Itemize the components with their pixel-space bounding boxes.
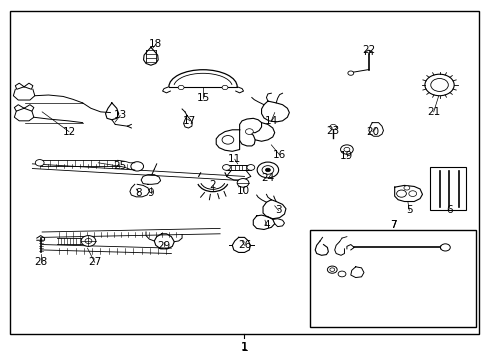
Text: 4: 4 <box>263 220 269 230</box>
Circle shape <box>408 191 416 197</box>
Circle shape <box>337 271 345 277</box>
Text: 21: 21 <box>426 107 439 117</box>
Text: 7: 7 <box>389 220 396 230</box>
Text: 14: 14 <box>264 116 277 126</box>
Circle shape <box>245 129 253 134</box>
Circle shape <box>222 85 227 90</box>
Text: 9: 9 <box>147 188 154 198</box>
Text: 18: 18 <box>149 39 162 49</box>
Circle shape <box>329 125 336 130</box>
Circle shape <box>343 147 349 152</box>
Text: 23: 23 <box>326 126 339 135</box>
Text: 6: 6 <box>445 206 452 216</box>
Text: 26: 26 <box>237 240 251 250</box>
Text: 8: 8 <box>135 188 142 198</box>
Text: 15: 15 <box>196 93 209 103</box>
Text: 1: 1 <box>241 342 247 352</box>
Circle shape <box>257 162 278 178</box>
Text: 19: 19 <box>340 150 353 161</box>
Bar <box>10 12 478 334</box>
Text: 24: 24 <box>261 173 274 183</box>
Circle shape <box>347 71 353 75</box>
Circle shape <box>424 74 453 96</box>
Text: 25: 25 <box>113 161 126 171</box>
Text: 13: 13 <box>113 111 126 121</box>
Text: 22: 22 <box>362 45 375 55</box>
Circle shape <box>262 166 273 174</box>
Circle shape <box>396 190 406 197</box>
Circle shape <box>35 159 44 166</box>
Text: 20: 20 <box>366 127 379 136</box>
Text: 2: 2 <box>209 180 216 190</box>
Circle shape <box>131 162 143 171</box>
Circle shape <box>403 186 409 190</box>
Circle shape <box>222 135 233 144</box>
Circle shape <box>340 145 352 154</box>
Circle shape <box>327 266 336 273</box>
Text: 12: 12 <box>62 127 76 136</box>
Circle shape <box>430 78 447 91</box>
Circle shape <box>246 165 254 170</box>
Text: 27: 27 <box>88 257 101 267</box>
Text: 11: 11 <box>228 154 241 164</box>
Text: 3: 3 <box>275 206 282 216</box>
Circle shape <box>178 85 183 90</box>
Circle shape <box>329 268 334 271</box>
Text: 10: 10 <box>236 186 249 197</box>
Text: 29: 29 <box>157 241 170 251</box>
Circle shape <box>440 244 449 251</box>
Text: 16: 16 <box>272 150 285 160</box>
Text: 28: 28 <box>34 257 47 267</box>
Circle shape <box>265 168 270 172</box>
Circle shape <box>222 165 230 170</box>
Bar <box>429 167 466 211</box>
Bar <box>310 230 475 327</box>
Text: 7: 7 <box>389 220 396 230</box>
Circle shape <box>237 179 248 187</box>
Circle shape <box>81 235 96 246</box>
Text: 5: 5 <box>405 206 412 216</box>
Text: 1: 1 <box>240 341 248 354</box>
Text: 17: 17 <box>183 116 196 126</box>
Circle shape <box>85 238 92 243</box>
